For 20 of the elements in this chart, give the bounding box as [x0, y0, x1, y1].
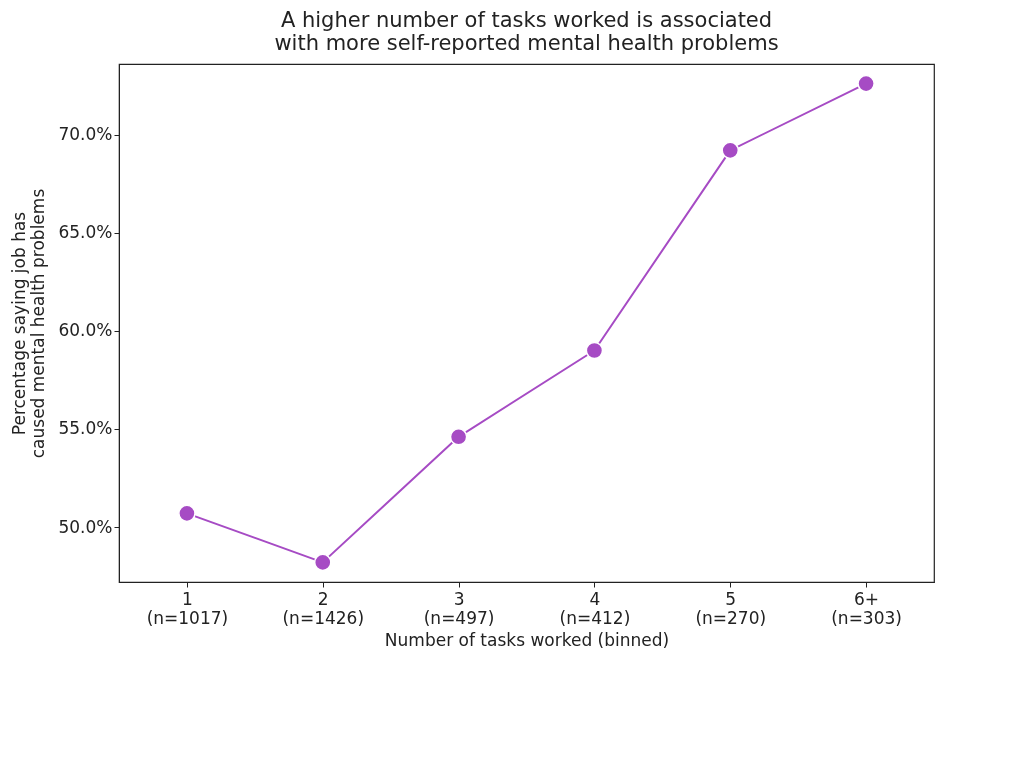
point [585, 341, 604, 360]
y-tick-label: 50.0% [58, 516, 113, 537]
x-tick-label: 3 (n=497) [423, 588, 495, 628]
y-tick-label: 65.0% [58, 222, 113, 243]
chart-title: A higher number of tasks worked is associated with more self-reported mental health problems [274, 8, 779, 55]
y-tick-label: 55.0% [58, 418, 113, 439]
point [721, 141, 740, 160]
x-tick-label: 1 (n=1017) [146, 588, 229, 628]
x-tick-label: 5 (n=270) [695, 588, 767, 628]
y-tick-label: 60.0% [58, 320, 113, 341]
point [857, 74, 875, 93]
point [449, 428, 468, 446]
x-axis-title: Number of tasks worked (binned) [384, 629, 670, 650]
y-tick-label: 70.0% [58, 124, 113, 145]
x-tick-label: 4 (n=412) [559, 588, 631, 628]
point [178, 504, 196, 523]
point [313, 553, 332, 572]
x-tick-label: 2 (n=1426) [282, 588, 365, 628]
y-axis-title: Percentage saying job has caused mental health problems [9, 188, 49, 459]
x-tick-label: 6+ (n=303) [831, 588, 902, 628]
